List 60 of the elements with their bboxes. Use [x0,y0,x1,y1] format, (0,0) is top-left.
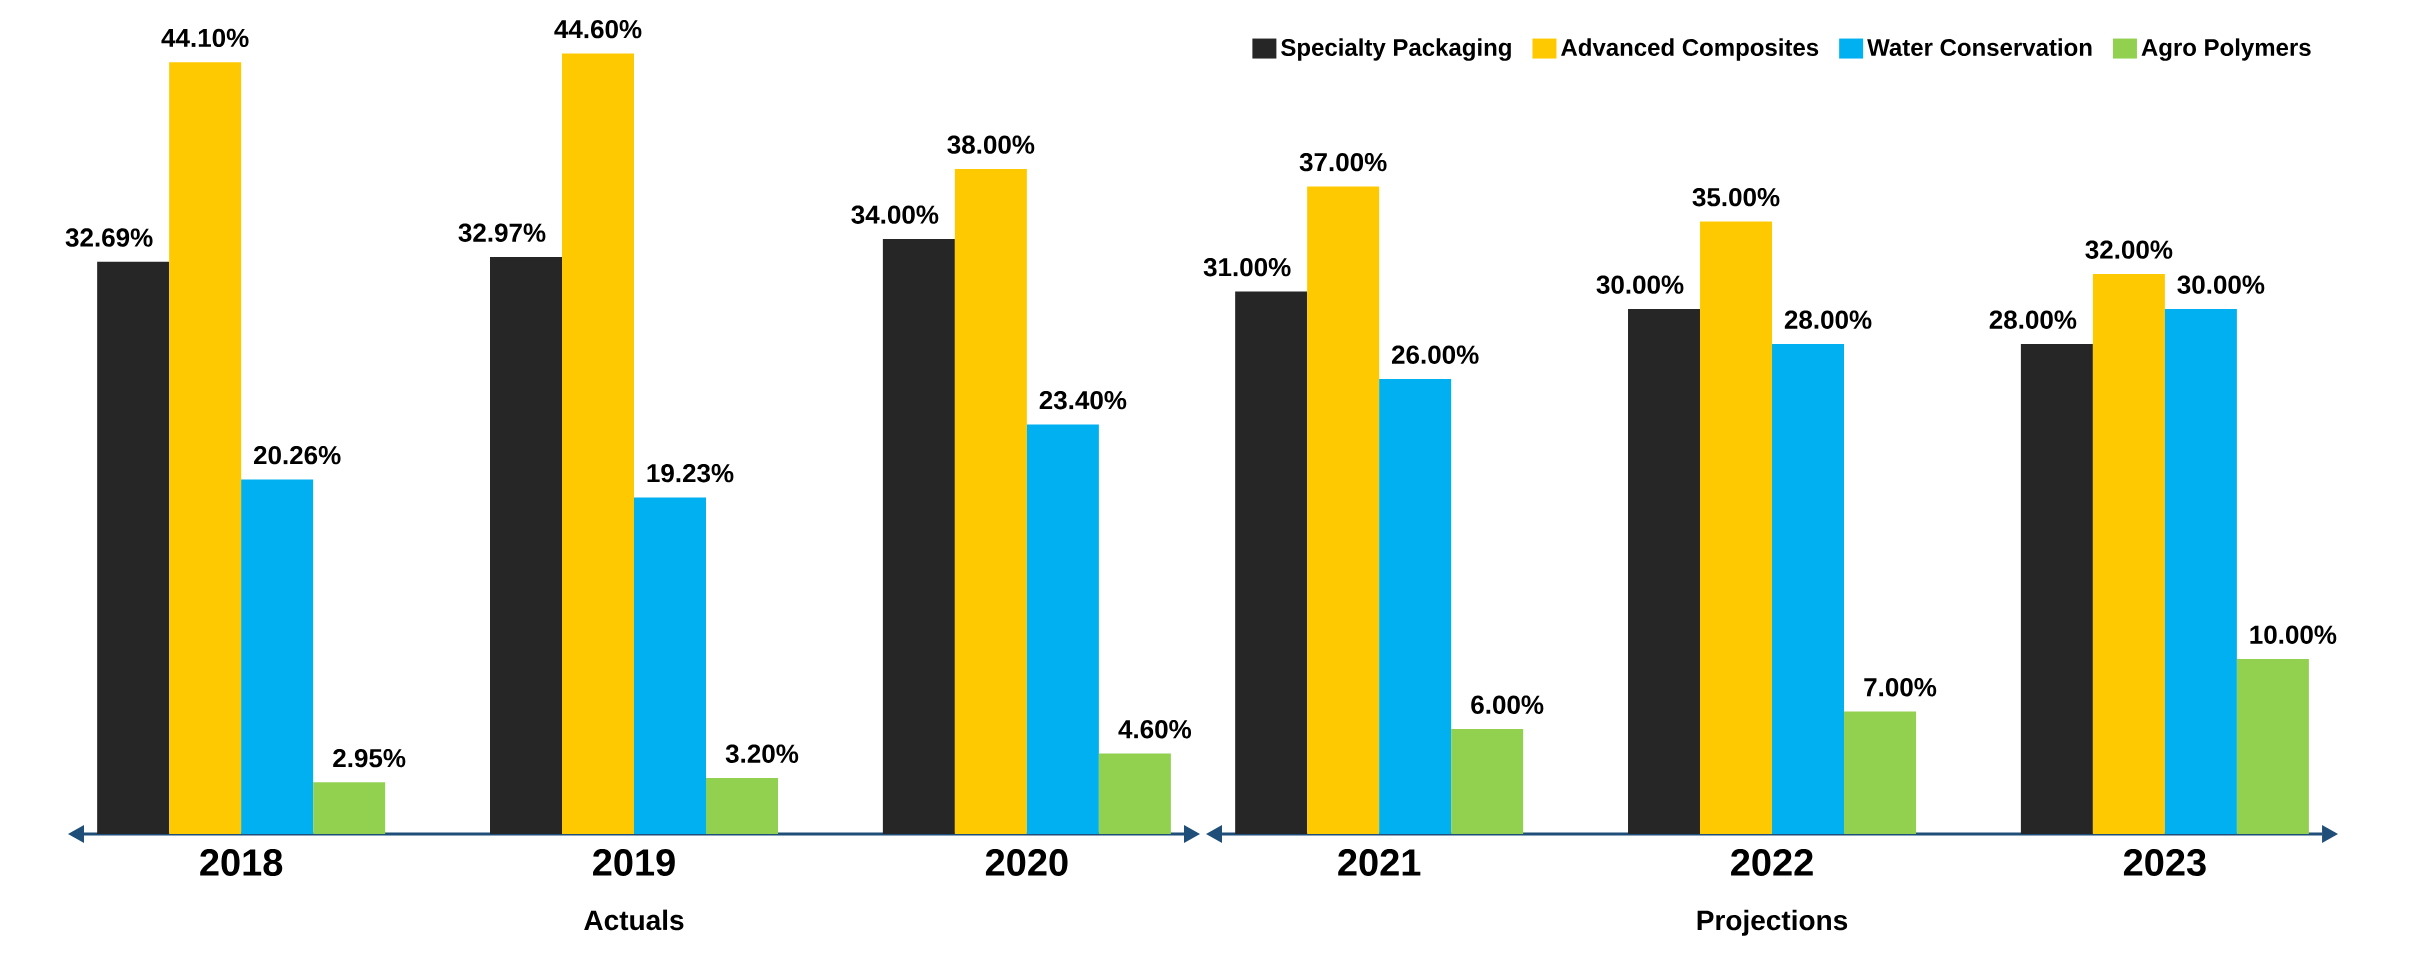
x-tick-label: 2021 [1338,849,1421,876]
bar [882,238,955,834]
x-tick-label: 2023 [2123,849,2206,877]
data-label: 37.00% [1299,152,1387,172]
x-tick-label: 2019 [593,849,675,876]
bar [2236,658,2309,834]
bar [2092,273,2165,834]
bar [1700,221,1773,834]
x-tick-label: 2022 [1731,849,1813,876]
data-label: 44.10% [161,28,249,48]
data-label: 28.00% [1989,310,2077,329]
bar [1379,378,1452,834]
data-label: 28.00% [1784,310,1872,329]
data-label: 32.97% [458,223,546,242]
bar [562,53,635,834]
bar [241,479,314,834]
x-tick-label: 2018 [200,849,283,876]
data-label: 3.20% [725,744,799,763]
bar [2164,308,2237,834]
data-label: 44.60% [554,19,642,39]
bar [706,777,779,834]
data-label: 4.60% [1118,720,1192,739]
data-label: 23.40% [1039,390,1127,410]
bar [2020,343,2093,834]
data-label: 6.00% [1471,695,1544,714]
bar [313,782,386,834]
data-label: 32.69% [65,228,153,247]
bar [634,497,707,834]
legend-label: Agro Polymers [2141,38,2311,61]
data-label: 35.00% [1692,187,1780,207]
x-axis-title: Projections [1697,909,1848,936]
x-tick-label: 2020 [985,849,1068,876]
legend-label: Water Conservation [1867,38,2092,56]
bar [1844,711,1917,834]
bar [1026,424,1099,834]
bar [97,261,170,834]
data-label: 10.00% [2250,625,2337,644]
data-label: 34.00% [851,205,939,224]
data-label: 30.00% [1596,275,1684,294]
data-label: 19.23% [647,463,734,483]
bar [1451,728,1524,834]
bar [169,62,242,834]
x-axis-title: Actuals [584,909,684,931]
bar [1098,753,1171,834]
data-label: 2.95% [333,748,406,768]
legend-label: Specialty Packaging [1281,38,1511,61]
data-label: 30.00% [2177,275,2265,294]
bar [1628,308,1701,834]
data-label: 32.00% [2085,240,2173,259]
bar [1235,291,1308,834]
bar [1307,186,1380,834]
bar [490,256,563,834]
data-label: 26.00% [1391,345,1479,364]
legend-label: Advanced Composites [1561,38,1819,61]
data-label: 7.00% [1864,678,1937,697]
data-label: 31.00% [1203,257,1291,277]
data-label: 38.00% [947,135,1035,154]
data-label: 20.26% [253,445,341,465]
bar [954,168,1027,834]
bar [1772,343,1845,834]
